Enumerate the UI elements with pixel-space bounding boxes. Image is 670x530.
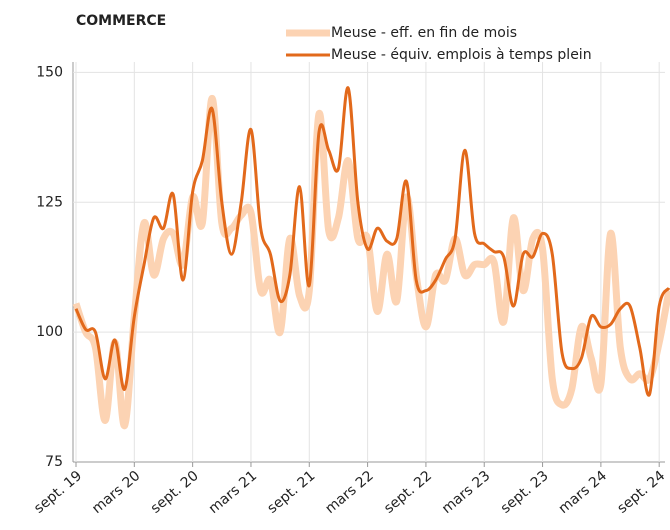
- chart-title: COMMERCE: [76, 13, 166, 29]
- y-tick-label: 125: [36, 194, 63, 210]
- x-tick-label: sept. 19: [31, 468, 85, 517]
- x-tick-label: mars 24: [556, 468, 610, 517]
- series-line: [74, 86, 670, 397]
- x-tick-label: sept. 20: [148, 468, 202, 517]
- x-tick-label: mars 20: [89, 468, 143, 517]
- x-tick-label: sept. 23: [498, 468, 552, 517]
- x-tick-label: mars 21: [206, 468, 260, 517]
- x-tick-label: sept. 21: [264, 468, 318, 517]
- x-tick-label: sept. 22: [381, 468, 435, 517]
- legend-label: Meuse - eff. en fin de mois: [331, 25, 517, 41]
- y-tick-label: 75: [45, 454, 63, 470]
- y-tick-label: 150: [36, 64, 63, 80]
- legend-label: Meuse - équiv. emplois à temps plein: [331, 47, 592, 63]
- x-tick-label: sept. 24: [614, 468, 668, 517]
- y-tick-label: 100: [36, 324, 63, 340]
- x-tick-label: mars 22: [322, 468, 376, 517]
- x-tick-label: mars 23: [439, 468, 493, 517]
- series-line: [72, 94, 670, 430]
